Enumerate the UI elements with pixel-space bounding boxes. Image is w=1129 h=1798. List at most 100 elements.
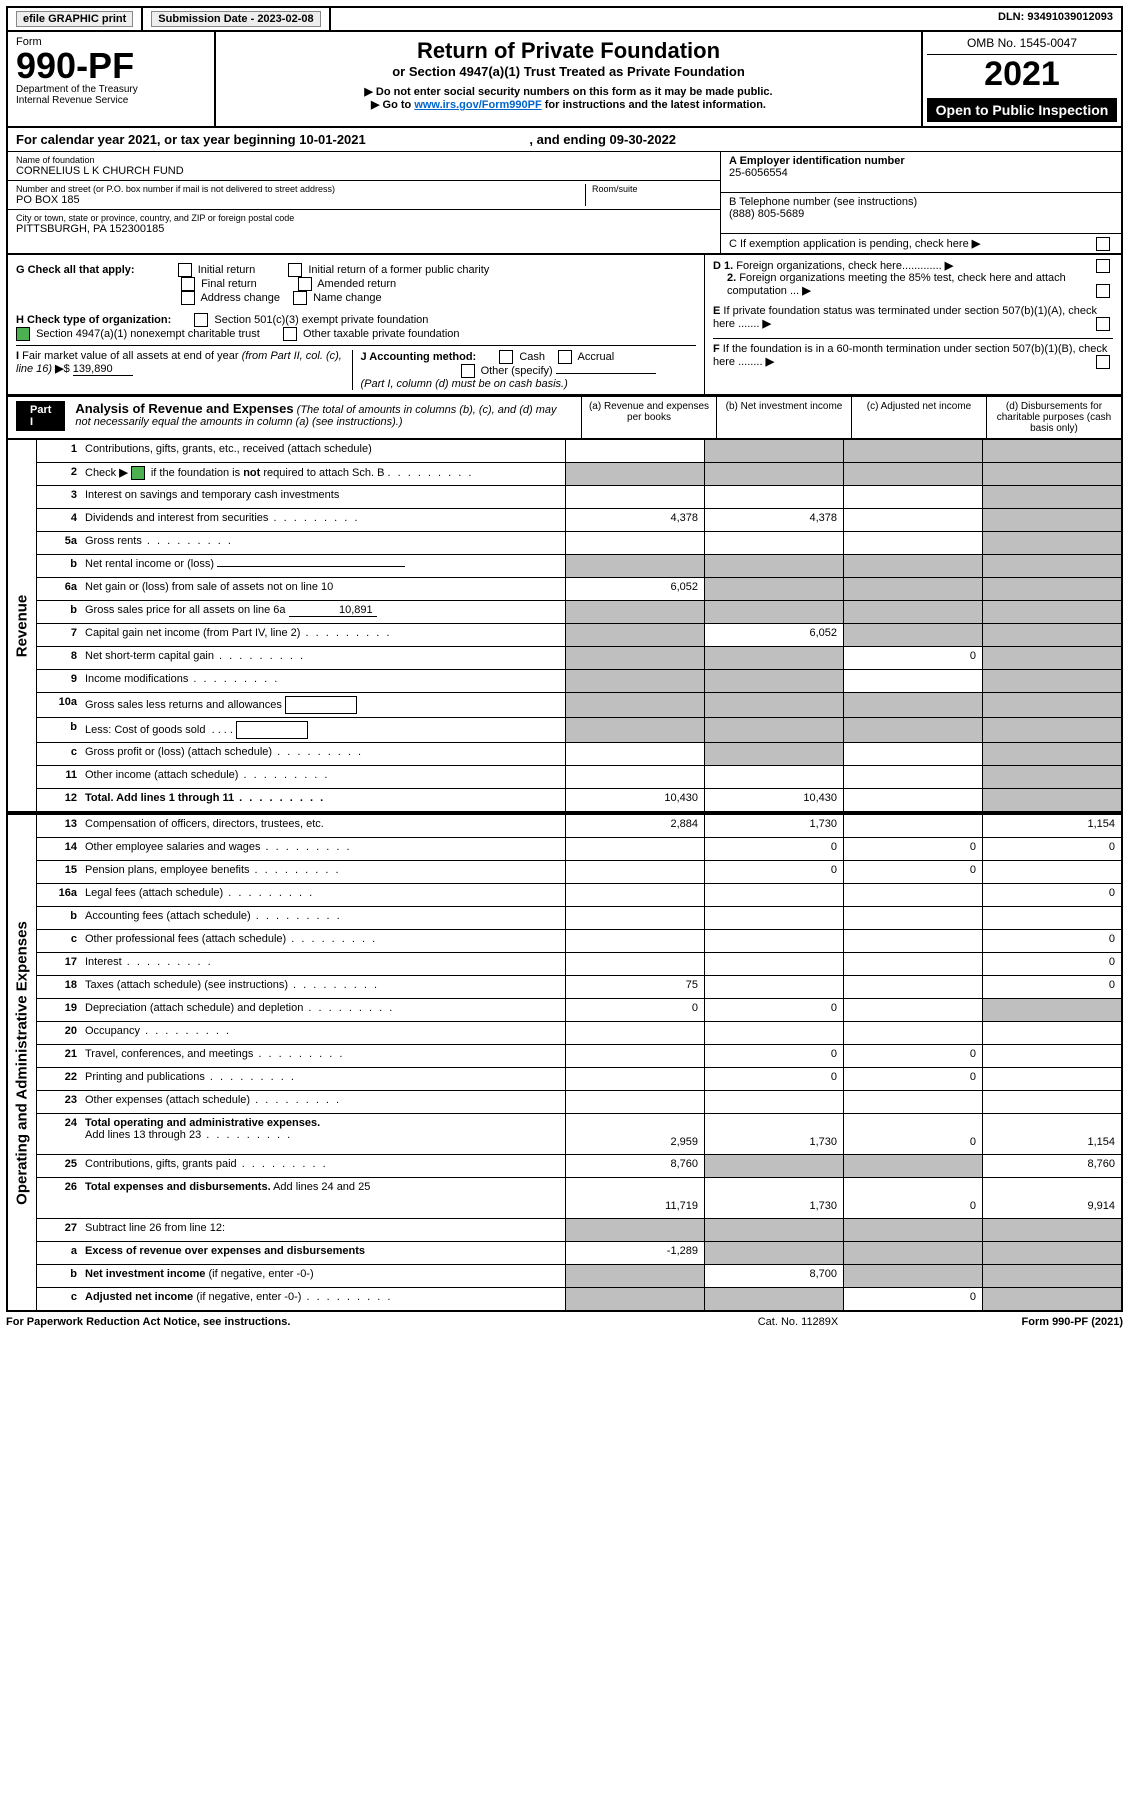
city: PITTSBURGH, PA 152300185 [16, 223, 712, 235]
d2-text: Foreign organizations meeting the 85% te… [727, 272, 1066, 297]
l9: Income modifications [81, 670, 565, 692]
l12a: 10,430 [565, 789, 704, 811]
l2: Check ▶ if the foundation is not require… [81, 463, 565, 485]
city-label: City or town, state or province, country… [16, 213, 712, 223]
chk-final[interactable] [181, 277, 195, 291]
l16a-d: 0 [982, 884, 1121, 906]
l18d: 0 [982, 976, 1121, 998]
l6b-val: 10,891 [289, 604, 377, 617]
j-note: (Part I, column (d) must be on cash basi… [361, 378, 568, 390]
note2-post: for instructions and the latest informat… [542, 99, 766, 111]
l6a-a: 6,052 [565, 578, 704, 600]
efile-btn[interactable]: efile GRAPHIC print [8, 8, 143, 30]
l14d: 0 [982, 838, 1121, 860]
l27c: Adjusted net income (if negative, enter … [81, 1288, 565, 1310]
note2: ▶ Go to www.irs.gov/Form990PF for instru… [222, 98, 915, 111]
l19b: 0 [704, 999, 843, 1021]
l17d: 0 [982, 953, 1121, 975]
l22: Printing and publications [81, 1068, 565, 1090]
header-right: OMB No. 1545-0047 2021 Open to Public In… [921, 32, 1121, 126]
l3: Interest on savings and temporary cash i… [81, 486, 565, 508]
l26: Total expenses and disbursements. Add li… [81, 1178, 565, 1218]
chk-accrual[interactable] [558, 350, 572, 364]
page-footer: For Paperwork Reduction Act Notice, see … [6, 1316, 1123, 1328]
d2-checkbox[interactable] [1096, 284, 1110, 298]
l10a: Gross sales less returns and allowances [81, 693, 565, 717]
l27a-a: -1,289 [565, 1242, 704, 1264]
chk-initial-former[interactable] [288, 263, 302, 277]
chk-addr-change[interactable] [181, 291, 195, 305]
l27: Subtract line 26 from line 12: [81, 1219, 565, 1241]
c-checkbox[interactable] [1096, 237, 1110, 251]
l13b: 1,730 [704, 815, 843, 837]
chk-other-tax[interactable] [283, 327, 297, 341]
submission-date: Submission Date - 2023-02-08 [143, 8, 330, 30]
chk-4947[interactable] [16, 327, 30, 341]
c-label: C If exemption application is pending, c… [729, 238, 969, 250]
phone-label: B Telephone number (see instructions) [729, 196, 1113, 208]
expenses-grid: Operating and Administrative Expenses 13… [6, 813, 1123, 1312]
footer-left: For Paperwork Reduction Act Notice, see … [6, 1316, 673, 1328]
l27b: Net investment income (if negative, ente… [81, 1265, 565, 1287]
col-c-head: (c) Adjusted net income [851, 397, 986, 438]
calyear-mid: , and ending [529, 132, 609, 147]
l4b: 4,378 [704, 509, 843, 531]
l19a: 0 [565, 999, 704, 1021]
h-label: H Check type of organization: [16, 314, 171, 326]
chk-cash[interactable] [499, 350, 513, 364]
chk-amended[interactable] [298, 277, 312, 291]
calyear-end: 09-30-2022 [610, 132, 677, 147]
chk-other-method[interactable] [461, 364, 475, 378]
footer-formno: Form 990-PF (2021) [923, 1316, 1123, 1328]
col-d-head: (d) Disbursements for charitable purpose… [986, 397, 1121, 438]
l24b-v: 1,730 [704, 1114, 843, 1154]
part1-title: Analysis of Revenue and Expenses [75, 401, 293, 416]
foundation-name: CORNELIUS L K CHURCH FUND [16, 165, 712, 177]
l26a: 11,719 [565, 1178, 704, 1218]
chk-501c3[interactable] [194, 313, 208, 327]
omb-no: OMB No. 1545-0047 [927, 36, 1117, 55]
chk-initial[interactable] [178, 263, 192, 277]
note2-pre: ▶ Go to [371, 99, 414, 111]
l15c: 0 [843, 861, 982, 883]
phone-value: (888) 805-5689 [729, 208, 1113, 220]
col-a-head: (a) Revenue and expenses per books [581, 397, 716, 438]
l16b: Accounting fees (attach schedule) [81, 907, 565, 929]
part1-badge: Part I [16, 401, 65, 431]
l5b: Net rental income or (loss) [81, 555, 565, 577]
chk-name-change[interactable] [293, 291, 307, 305]
l15: Pension plans, employee benefits [81, 861, 565, 883]
chk-schb[interactable] [131, 466, 145, 480]
irs-link[interactable]: www.irs.gov/Form990PF [414, 99, 541, 111]
addr-label: Number and street (or P.O. box number if… [16, 184, 585, 194]
l8: Net short-term capital gain [81, 647, 565, 669]
l24c: 0 [843, 1114, 982, 1154]
l21b: 0 [704, 1045, 843, 1067]
open-public: Open to Public Inspection [927, 98, 1117, 122]
l24a: 2,959 [565, 1114, 704, 1154]
l13a: 2,884 [565, 815, 704, 837]
l25a: 8,760 [565, 1155, 704, 1177]
efile-label: efile GRAPHIC print [16, 11, 133, 27]
header-left: Form 990-PF Department of the Treasury I… [8, 32, 216, 126]
calyear-begin: 10-01-2021 [299, 132, 366, 147]
address: PO BOX 185 [16, 194, 585, 206]
col-b-head: (b) Net investment income [716, 397, 851, 438]
f-checkbox[interactable] [1096, 355, 1110, 369]
l10b: Less: Cost of goods sold . . . . [81, 718, 565, 742]
page-title: Return of Private Foundation [222, 38, 915, 64]
l25d: 8,760 [982, 1155, 1121, 1177]
l22b: 0 [704, 1068, 843, 1090]
e-checkbox[interactable] [1096, 317, 1110, 331]
l25: Contributions, gifts, grants paid [81, 1155, 565, 1177]
name-label: Name of foundation [16, 155, 712, 165]
l8c: 0 [843, 647, 982, 669]
l7b: 6,052 [704, 624, 843, 646]
fmv-value: 139,890 [73, 363, 133, 376]
note1: ▶ Do not enter social security numbers o… [222, 85, 915, 98]
l21c: 0 [843, 1045, 982, 1067]
d1-checkbox[interactable] [1096, 259, 1110, 273]
l6b: Gross sales price for all assets on line… [81, 601, 565, 623]
l15b: 0 [704, 861, 843, 883]
l18a: 75 [565, 976, 704, 998]
